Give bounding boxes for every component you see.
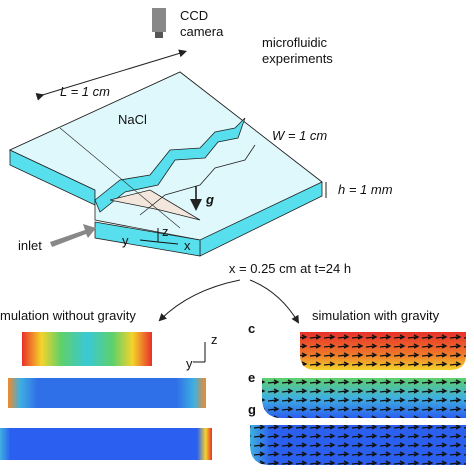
curved-arrow [158, 279, 241, 322]
axis-label: z [211, 332, 218, 347]
gravity-label: g [205, 192, 214, 207]
velocity-field [300, 332, 466, 370]
simulation-panel [22, 332, 152, 366]
camera-label: camera [180, 24, 224, 39]
curved-arrow [249, 279, 300, 324]
length-label: L = 1 cm [60, 84, 110, 99]
panel-letter: g [248, 402, 256, 417]
dimension-line [35, 49, 187, 101]
camera-icon [152, 8, 166, 38]
inlet-label: inlet [18, 238, 42, 253]
height-label: h = 1 mm [338, 182, 393, 197]
panel-letter: e [248, 370, 255, 385]
axis-label: x [184, 238, 191, 253]
experiments-label: experiments [262, 51, 333, 66]
width-label: W = 1 cm [272, 128, 327, 143]
experiments-label: microfluidic [262, 35, 328, 50]
velocity-field [262, 378, 466, 418]
section-label: x = 0.25 cm at t=24 h [229, 261, 351, 276]
simulation-panel [0, 428, 212, 460]
axis-label: z [162, 224, 169, 239]
axes-icon [139, 228, 179, 245]
panel-letter: c [248, 321, 255, 336]
velocity-field [250, 425, 466, 465]
axis-label: y [186, 356, 193, 371]
panel-title: simulation with gravity [312, 308, 440, 323]
panel-title: mulation without gravity [0, 308, 136, 323]
inlet-arrow [50, 224, 96, 247]
slab [9, 71, 323, 257]
salt-label: NaCl [118, 112, 147, 127]
axis-label: y [122, 233, 129, 248]
camera-label: CCD [180, 8, 208, 23]
simulation-panel [8, 378, 206, 408]
axes-icon [193, 342, 206, 363]
